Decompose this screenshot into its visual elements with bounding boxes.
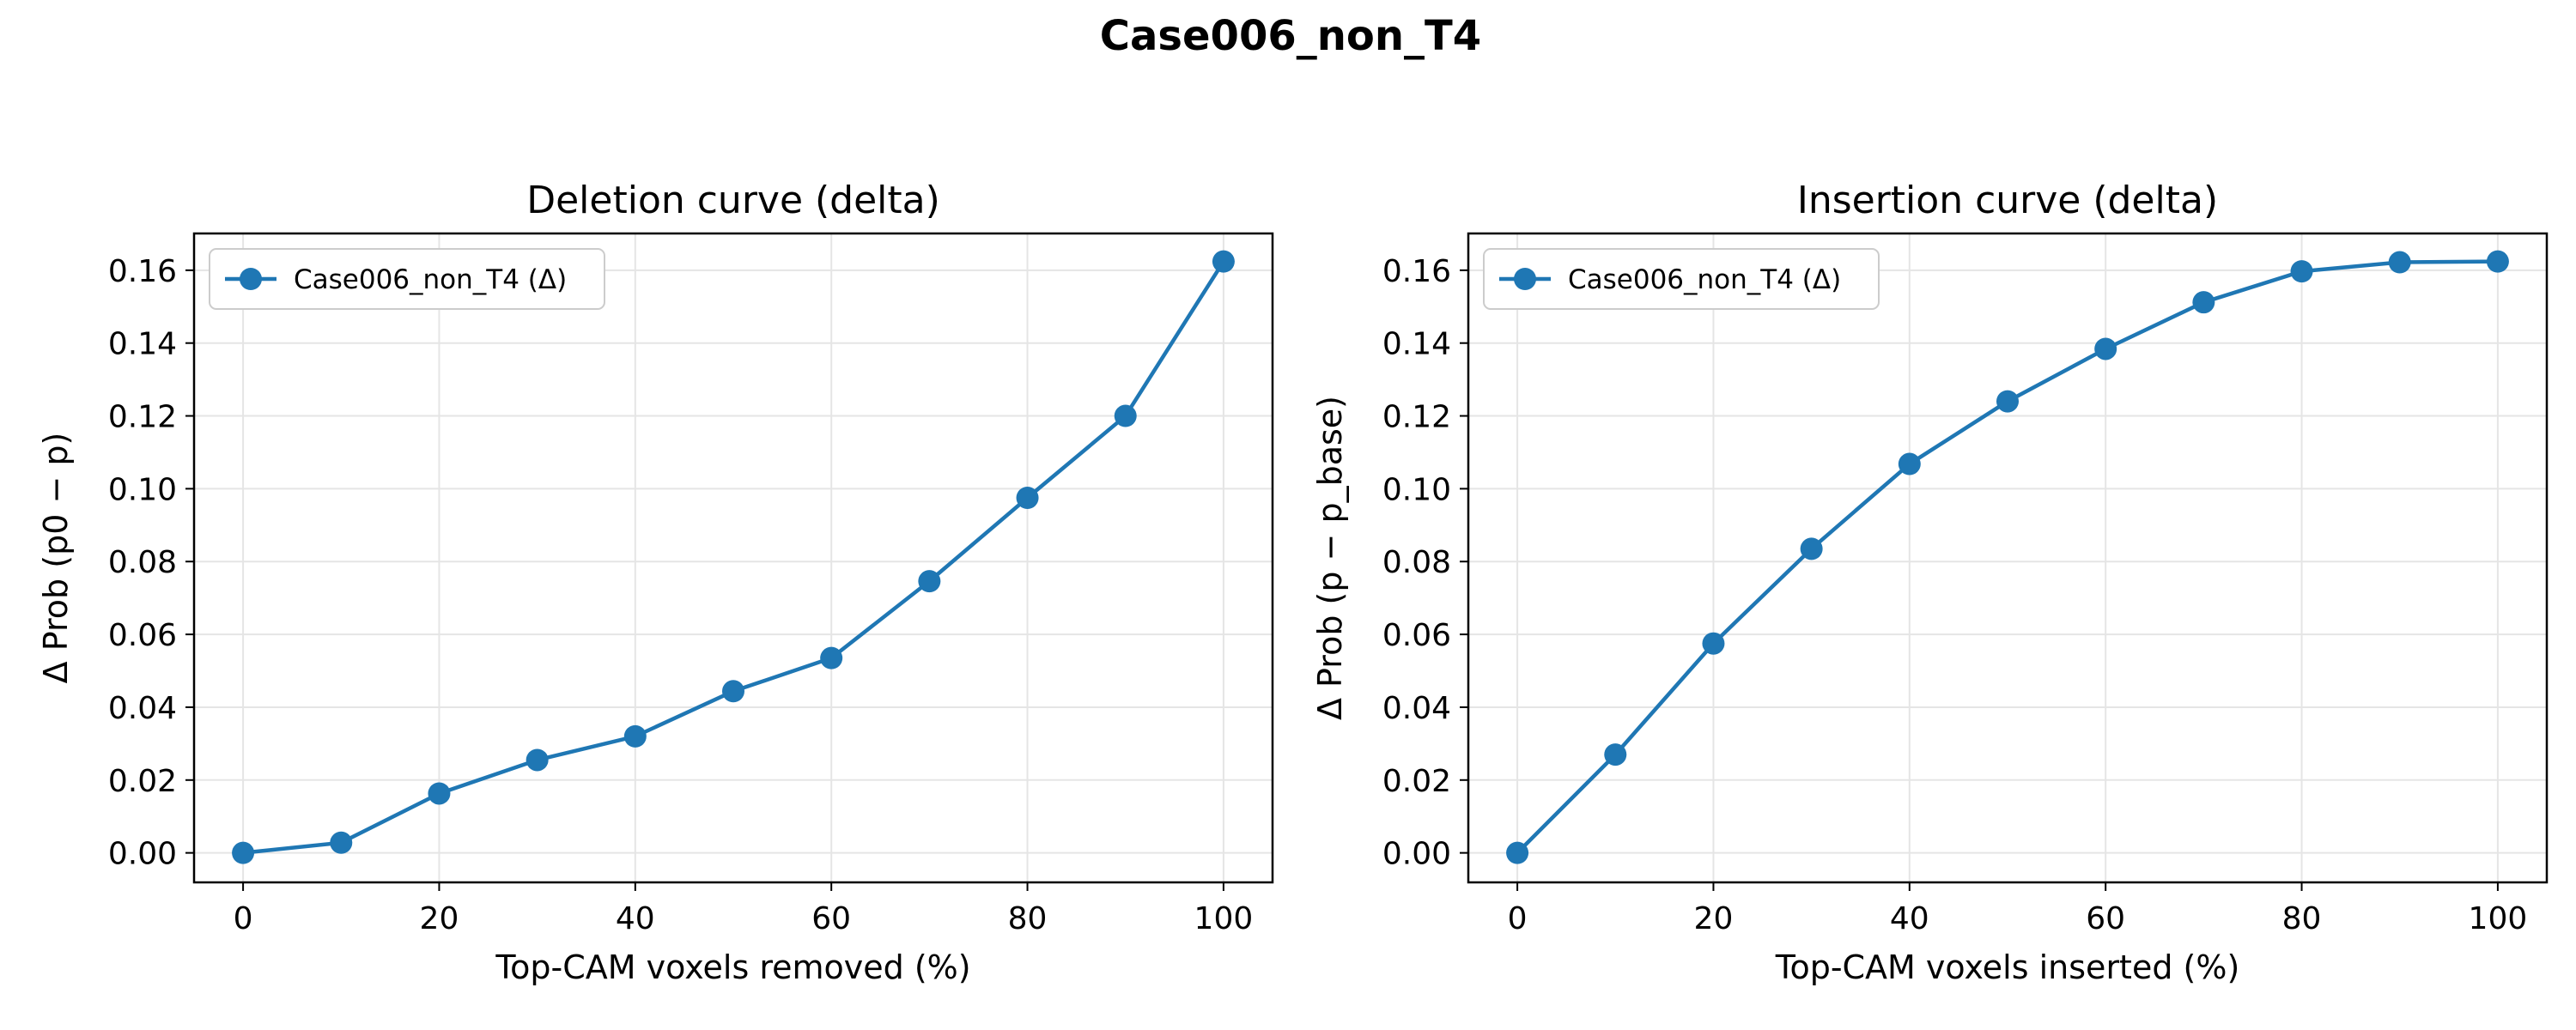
data-point bbox=[1016, 487, 1039, 509]
data-point bbox=[1898, 452, 1921, 476]
data-point bbox=[2388, 251, 2411, 274]
x-tick-label: 80 bbox=[2282, 901, 2322, 936]
chart-title: Deletion curve (delta) bbox=[526, 179, 940, 222]
y-tick-label: 0.06 bbox=[108, 618, 177, 653]
data-point bbox=[2192, 291, 2215, 314]
chart-panel-1: 0 20 40 60 80 100 0.00 0.02 0.04 0.06 0.08 0.10 0.12… bbox=[1311, 179, 2549, 986]
data-point bbox=[918, 570, 941, 593]
legend: Case006_non_T4 (Δ) bbox=[1483, 248, 1880, 310]
data-point bbox=[2486, 250, 2509, 273]
y-axis-label: Δ Prob (p − p_base) bbox=[1311, 396, 1349, 720]
y-tick-label: 0.00 bbox=[108, 837, 177, 872]
x-tick-label: 20 bbox=[1694, 901, 1734, 936]
data-point bbox=[428, 782, 451, 805]
y-tick-label: 0.06 bbox=[1382, 618, 1451, 653]
y-tick-label: 0.02 bbox=[108, 764, 177, 799]
legend-label: Case006_non_T4 (Δ) bbox=[294, 264, 567, 295]
data-point bbox=[722, 680, 744, 703]
data-point bbox=[1702, 632, 1725, 655]
chart-panels: 0 20 40 60 80 100 0.00 0.02 0.04 0.06 0.08 0.10 0.12… bbox=[37, 179, 2549, 986]
legend-label: Case006_non_T4 (Δ) bbox=[1568, 264, 1841, 295]
data-point bbox=[1800, 537, 1823, 560]
data-point bbox=[526, 748, 549, 772]
figure-suptitle: Case006_non_T4 bbox=[1100, 12, 1481, 60]
y-tick-label: 0.16 bbox=[108, 254, 177, 289]
x-tick-label: 20 bbox=[420, 901, 459, 936]
y-tick-label: 0.12 bbox=[1382, 400, 1451, 435]
x-tick-label: 100 bbox=[2469, 901, 2528, 936]
legend-marker-swatch bbox=[1514, 268, 1536, 290]
data-point bbox=[1114, 404, 1137, 427]
y-tick-label: 0.08 bbox=[1382, 545, 1451, 580]
y-tick-label: 0.08 bbox=[108, 545, 177, 580]
x-tick-label: 0 bbox=[1508, 901, 1528, 936]
y-tick-label: 0.00 bbox=[1382, 837, 1451, 872]
data-point bbox=[1604, 743, 1627, 766]
y-tick-label: 0.02 bbox=[1382, 764, 1451, 799]
data-point bbox=[623, 724, 647, 748]
data-point bbox=[820, 646, 843, 670]
data-point bbox=[1996, 390, 2019, 413]
y-tick-label: 0.10 bbox=[108, 472, 177, 507]
axes-frame bbox=[192, 232, 1274, 884]
legend-box bbox=[209, 248, 605, 310]
data-point bbox=[232, 841, 255, 864]
x-tick-label: 0 bbox=[234, 901, 253, 936]
y-tick-label: 0.12 bbox=[108, 400, 177, 435]
data-point bbox=[330, 831, 353, 854]
y-tick-label: 0.14 bbox=[1382, 327, 1451, 362]
x-tick-label: 100 bbox=[1194, 901, 1254, 936]
y-tick-label: 0.04 bbox=[108, 691, 177, 726]
axes-frame bbox=[1467, 232, 2549, 884]
legend-box bbox=[1483, 248, 1880, 310]
legend-marker-swatch bbox=[240, 268, 262, 290]
x-tick-label: 40 bbox=[1890, 901, 1929, 936]
chart-title: Insertion curve (delta) bbox=[1797, 179, 2218, 222]
x-tick-label: 80 bbox=[1008, 901, 1048, 936]
x-tick-label: 60 bbox=[811, 901, 851, 936]
data-point bbox=[2094, 337, 2117, 360]
y-tick-label: 0.04 bbox=[1382, 691, 1451, 726]
x-axis-label: Top-CAM voxels inserted (%) bbox=[1775, 948, 2240, 986]
x-axis-label: Top-CAM voxels removed (%) bbox=[495, 948, 970, 986]
data-point bbox=[2290, 260, 2313, 283]
y-axis-label: Δ Prob (p0 − p) bbox=[37, 433, 75, 684]
legend: Case006_non_T4 (Δ) bbox=[209, 248, 605, 310]
data-point bbox=[1506, 841, 1529, 864]
y-tick-label: 0.10 bbox=[1382, 472, 1451, 507]
y-tick-label: 0.16 bbox=[1382, 254, 1451, 289]
x-tick-label: 60 bbox=[2086, 901, 2125, 936]
data-point bbox=[1212, 250, 1235, 273]
chart-panel-0: 0 20 40 60 80 100 0.00 0.02 0.04 0.06 0.08 0.10 0.12… bbox=[37, 179, 1274, 986]
y-tick-label: 0.14 bbox=[108, 327, 177, 362]
x-tick-label: 40 bbox=[616, 901, 655, 936]
